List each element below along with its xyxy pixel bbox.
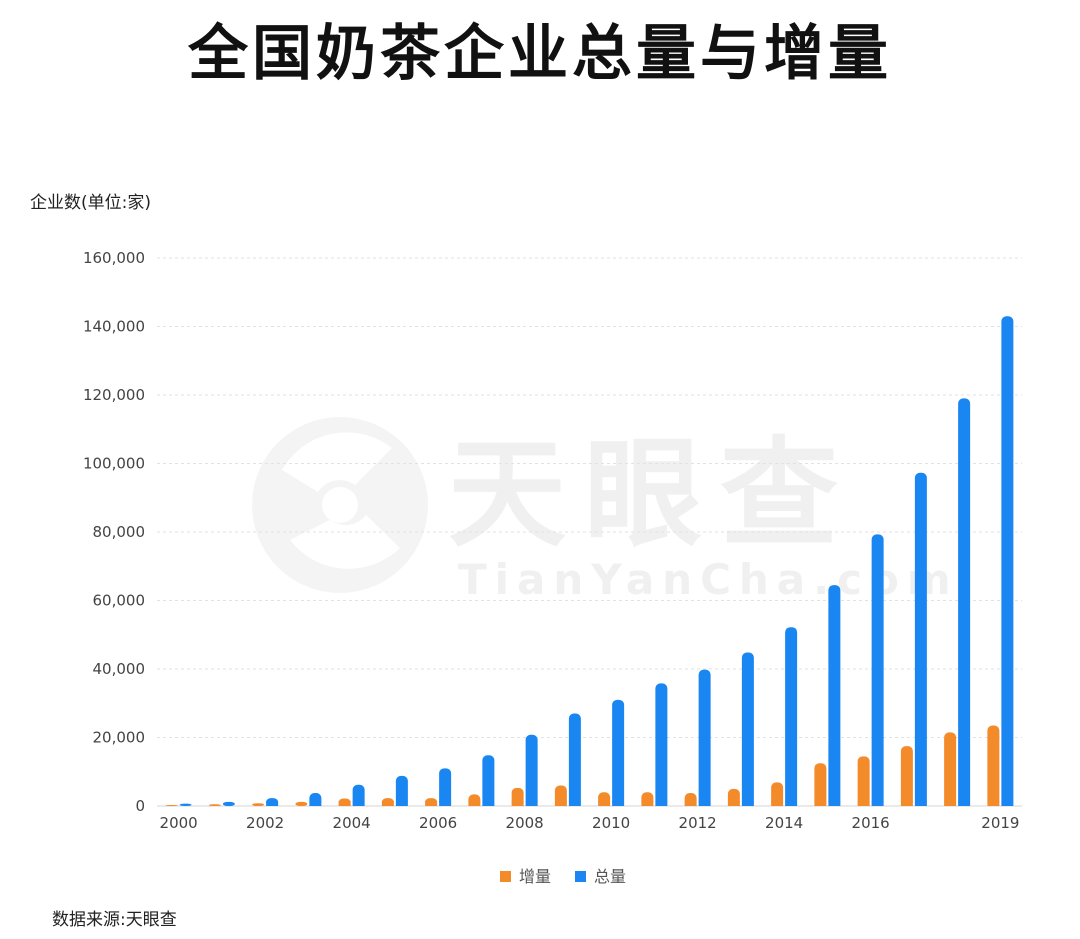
y-tick-label: 40,000 (93, 660, 146, 678)
bar-increment-2006-base (425, 801, 438, 806)
bar-increment-2015 (814, 763, 827, 806)
bar-increment-2019 (987, 725, 1000, 806)
bar-total-2003-base (309, 801, 322, 806)
watermark-logo (252, 417, 428, 593)
y-tick-label: 140,000 (83, 318, 145, 336)
x-tick-label: 2002 (246, 814, 284, 832)
x-tick-label: 2008 (506, 814, 544, 832)
bar-increment-2000 (165, 804, 178, 806)
bar-total-2014 (785, 627, 798, 806)
bar-total-2002-base (266, 801, 279, 806)
watermark-url: TianYanCha.com (458, 555, 959, 604)
bar-increment-2013-base (727, 801, 740, 806)
bar-increment-2015-base (814, 801, 827, 806)
bar-total-2005 (395, 775, 408, 806)
x-tick-label: 2016 (852, 814, 890, 832)
bar-increment-2008-base (511, 801, 524, 806)
x-tick-label: 2006 (419, 814, 457, 832)
bar-total-2007 (482, 755, 495, 806)
bar-increment-2016 (857, 756, 870, 806)
bar-total-2004 (352, 784, 365, 806)
bar-total-2016-base (871, 801, 884, 806)
bar-increment-2009-base (554, 801, 567, 806)
bar-increment-2009 (554, 785, 567, 806)
bar-increment-2002 (252, 803, 265, 806)
y-tick-label: 80,000 (93, 523, 146, 541)
y-axis-ticks: 0 20,000 40,000 60,000 80,000 100,000 120,000 1… (83, 249, 145, 815)
x-tick-label: 2012 (679, 814, 717, 832)
bar-total-2015-base (828, 801, 841, 806)
watermark: 天眼查 TianYanCha.com (252, 417, 959, 604)
bar-total-2007-base (482, 801, 495, 806)
bar-total-2011 (655, 683, 668, 806)
page-title: 全国奶茶企业总量与增量 (188, 19, 892, 89)
y-tick-label: 60,000 (93, 592, 146, 610)
bar-total-2010-base (612, 801, 625, 806)
bars (165, 316, 1014, 806)
watermark-brand: 天眼查 (448, 425, 856, 563)
bar-total-2014-base (785, 801, 798, 806)
bar-increment-2019-base (987, 801, 1000, 806)
bar-increment-2004-base (338, 801, 351, 806)
bar-total-2015 (828, 585, 841, 806)
bar-total-2013 (741, 652, 754, 806)
bar-increment-2001 (208, 804, 221, 806)
bar-increment-2003 (295, 801, 308, 806)
bar-total-2017 (914, 472, 927, 806)
y-tick-label: 160,000 (83, 249, 145, 267)
legend-swatch-total (575, 871, 586, 882)
bar-increment-2018 (944, 732, 957, 806)
bar-total-2009 (568, 713, 581, 806)
bar-total-2019-base (1001, 801, 1014, 806)
legend-swatch-increment (500, 871, 511, 882)
bar-total-2005-base (395, 801, 408, 806)
legend: 增量 总量 (500, 867, 626, 886)
bar-increment-2014 (771, 782, 784, 806)
bar-increment-2017 (900, 746, 913, 806)
bar-total-2001 (222, 801, 235, 806)
bar-total-2016 (871, 534, 884, 806)
x-tick-label: 2004 (333, 814, 371, 832)
x-tick-label: 2000 (160, 814, 198, 832)
bar-total-2012 (698, 669, 711, 806)
bar-total-2004-base (352, 801, 365, 806)
bar-increment-2016-base (857, 801, 870, 806)
bar-increment-2007-base (468, 801, 481, 806)
bar-increment-2011-base (641, 801, 654, 806)
x-tick-label: 2019 (981, 814, 1019, 832)
bar-increment-2010-base (598, 801, 611, 806)
bar-total-2012-base (698, 801, 711, 806)
y-tick-label: 100,000 (83, 455, 145, 473)
x-tick-label: 2014 (765, 814, 803, 832)
bar-increment-2017-base (900, 801, 913, 806)
bar-total-2013-base (741, 801, 754, 806)
legend-label-increment: 增量 (519, 867, 551, 886)
bar-total-2017-base (914, 801, 927, 806)
x-tick-label: 2010 (592, 814, 630, 832)
bar-total-2011-base (655, 801, 668, 806)
bar-total-2009-base (568, 801, 581, 806)
y-tick-label: 0 (135, 797, 145, 815)
bar-total-2019 (1001, 316, 1014, 806)
bar-total-2018 (958, 398, 971, 806)
bar-total-2008 (525, 734, 538, 806)
data-source-note: 数据来源:天眼查 (52, 910, 177, 930)
bar-total-2018-base (958, 801, 971, 806)
bar-total-2000 (179, 803, 192, 806)
bar-total-2006-base (439, 801, 452, 806)
bar-increment-2005-base (381, 801, 394, 806)
legend-label-total: 总量 (594, 867, 626, 886)
y-tick-label: 120,000 (83, 386, 145, 404)
y-axis-label: 企业数(单位:家) (30, 193, 151, 213)
bar-total-2010 (612, 699, 625, 806)
x-axis-ticks: 2000 2002 2004 2006 2008 2010 2012 2014 2016 2019 (160, 814, 1020, 832)
y-tick-label: 20,000 (93, 729, 146, 747)
bar-increment-2018-base (944, 801, 957, 806)
bar-total-2008-base (525, 801, 538, 806)
bar-increment-2014-base (771, 801, 784, 806)
bar-total-2006 (439, 768, 452, 806)
bar-increment-2012-base (684, 801, 697, 806)
